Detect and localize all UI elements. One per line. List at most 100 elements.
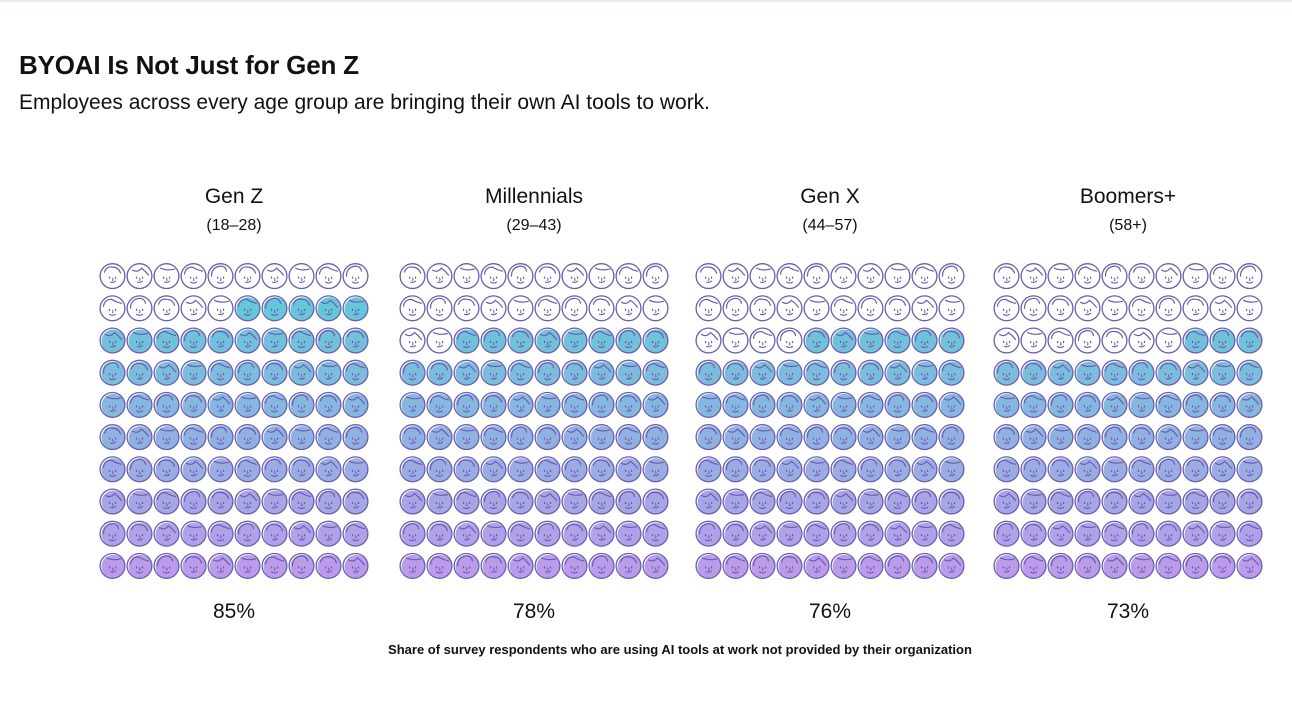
face-icon-empty [426, 327, 453, 354]
face-icon-empty [507, 295, 534, 322]
face-icon-filled [288, 552, 315, 579]
face-icon-filled [288, 327, 315, 354]
face-icon-filled [1128, 424, 1155, 451]
face-icon-filled [507, 488, 534, 515]
face-icon-empty [1074, 263, 1101, 290]
face-icon-filled [561, 327, 588, 354]
face-icon-filled [1047, 424, 1074, 451]
face-icon-filled [561, 391, 588, 418]
face-icon-empty [749, 263, 776, 290]
face-icon-filled [426, 359, 453, 386]
face-icon-filled [342, 359, 369, 386]
face-icon-empty [399, 327, 426, 354]
face-icon-filled [884, 359, 911, 386]
face-icon-filled [180, 424, 207, 451]
face-icon-empty [399, 295, 426, 322]
face-icon-empty [1236, 295, 1263, 322]
face-icon-filled [1101, 552, 1128, 579]
face-icon-filled [911, 391, 938, 418]
face-icon-filled [234, 295, 261, 322]
face-icon-filled [1047, 488, 1074, 515]
face-icon-filled [722, 391, 749, 418]
face-icon-filled [507, 359, 534, 386]
face-icon-filled [1236, 424, 1263, 451]
face-icon-filled [1182, 359, 1209, 386]
face-icon-filled [261, 359, 288, 386]
face-icon-filled [993, 456, 1020, 483]
face-icon-filled [207, 391, 234, 418]
face-icon-filled [857, 424, 884, 451]
face-icon-filled [342, 520, 369, 547]
face-icon-filled [1155, 520, 1182, 547]
face-grid [993, 260, 1263, 582]
face-grid-svg [993, 263, 1263, 579]
face-icon-empty [480, 295, 507, 322]
face-icon-filled [884, 552, 911, 579]
face-icon-filled [749, 391, 776, 418]
face-icon-filled [776, 488, 803, 515]
face-icon-filled [749, 552, 776, 579]
face-icon-filled [722, 552, 749, 579]
face-icon-filled [453, 391, 480, 418]
face-icon-filled [1020, 424, 1047, 451]
face-icon-empty [1128, 263, 1155, 290]
face-icon-empty [993, 295, 1020, 322]
face-icon-filled [588, 359, 615, 386]
face-icon-filled [180, 520, 207, 547]
face-icon-filled [857, 456, 884, 483]
face-icon-empty [1209, 263, 1236, 290]
face-icon-empty [561, 263, 588, 290]
face-icon-filled [884, 424, 911, 451]
group-name: Gen X [800, 185, 860, 208]
face-icon-empty [884, 263, 911, 290]
face-icon-filled [1182, 456, 1209, 483]
face-icon-empty [1209, 295, 1236, 322]
face-icon-filled [803, 488, 830, 515]
face-icon-filled [1101, 424, 1128, 451]
face-icon-filled [803, 327, 830, 354]
face-icon-filled [1182, 327, 1209, 354]
face-icon-filled [315, 424, 342, 451]
face-icon-filled [180, 327, 207, 354]
face-icon-filled [722, 488, 749, 515]
face-icon-filled [342, 424, 369, 451]
face-icon-filled [534, 327, 561, 354]
face-icon-empty [938, 295, 965, 322]
face-icon-empty [803, 295, 830, 322]
face-icon-filled [749, 456, 776, 483]
face-icon-filled [1182, 552, 1209, 579]
face-icon-filled [911, 552, 938, 579]
face-icon-filled [1236, 391, 1263, 418]
face-icon-filled [99, 488, 126, 515]
face-icon-filled [480, 456, 507, 483]
face-icon-filled [938, 359, 965, 386]
face-icon-filled [1209, 456, 1236, 483]
face-icon-empty [180, 263, 207, 290]
face-icon-filled [776, 359, 803, 386]
face-icon-empty [749, 327, 776, 354]
face-icon-filled [426, 552, 453, 579]
face-icon-empty [126, 295, 153, 322]
face-icon-filled [857, 552, 884, 579]
face-icon-filled [993, 359, 1020, 386]
face-icon-filled [776, 424, 803, 451]
face-icon-empty [588, 263, 615, 290]
face-icon-filled [1236, 488, 1263, 515]
face-icon-filled [776, 552, 803, 579]
face-icon-filled [315, 327, 342, 354]
face-icon-filled [938, 456, 965, 483]
face-icon-filled [534, 424, 561, 451]
chart-subtitle: Employees across every age group are bri… [19, 91, 711, 114]
face-icon-filled [342, 552, 369, 579]
face-icon-filled [261, 552, 288, 579]
face-icon-filled [315, 295, 342, 322]
face-icon-filled [1047, 520, 1074, 547]
face-icon-filled [1047, 456, 1074, 483]
face-icon-filled [803, 520, 830, 547]
face-icon-filled [480, 552, 507, 579]
face-icon-filled [803, 456, 830, 483]
face-icon-empty [315, 263, 342, 290]
face-icon-filled [1128, 359, 1155, 386]
face-icon-filled [342, 488, 369, 515]
face-icon-empty [776, 327, 803, 354]
